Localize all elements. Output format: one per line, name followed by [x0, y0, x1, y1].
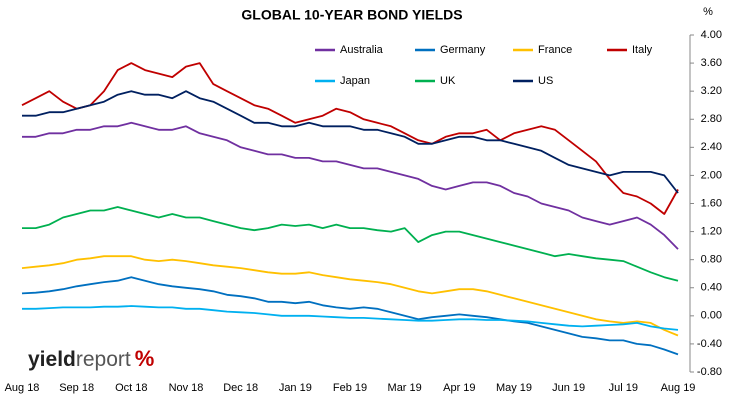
series-line — [21, 255, 679, 337]
y-tick-label: 1.20 — [701, 225, 722, 237]
series-line — [22, 121, 679, 250]
x-tick-label: May 19 — [496, 382, 532, 394]
y-tick-label: -0.80 — [697, 366, 722, 378]
y-tick-label: 1.60 — [701, 197, 722, 209]
series-line — [21, 276, 679, 356]
series-line — [22, 305, 679, 331]
y-tick-label: 2.40 — [701, 141, 722, 153]
series-line — [22, 90, 679, 194]
legend-label: Australia — [340, 44, 384, 56]
x-tick-label: Nov 18 — [169, 382, 204, 394]
series-line — [22, 206, 679, 282]
y-tick-label: 4.00 — [701, 29, 722, 41]
logo-part: yield — [28, 348, 76, 371]
x-tick-label: Jan 19 — [279, 382, 312, 394]
x-tick-label: Oct 18 — [115, 382, 147, 394]
y-tick-label: 2.80 — [701, 113, 722, 125]
legend-label: Germany — [440, 44, 486, 56]
y-tick-label: 0.40 — [701, 282, 722, 294]
x-tick-label: Mar 19 — [388, 382, 422, 394]
x-tick-label: Sep 18 — [59, 382, 94, 394]
series-line — [21, 62, 679, 215]
legend-label: France — [538, 44, 572, 56]
y-tick-label: -0.40 — [697, 338, 722, 350]
legend-label: Japan — [340, 75, 370, 87]
watermark: yieldreport% — [28, 346, 154, 371]
y-tick-label: 0.80 — [701, 254, 722, 266]
logo-part: report — [76, 348, 131, 371]
x-tick-label: Aug 18 — [5, 382, 40, 394]
x-tick-label: Apr 19 — [443, 382, 475, 394]
x-tick-label: Jun 19 — [552, 382, 585, 394]
legend-label: US — [538, 75, 553, 87]
y-unit: % — [703, 6, 713, 18]
y-tick-label: 2.00 — [701, 169, 722, 181]
y-tick-label: 0.00 — [701, 310, 722, 322]
x-tick-label: Jul 19 — [609, 382, 638, 394]
y-tick-label: 3.20 — [701, 85, 722, 97]
logo-symbol: % — [135, 346, 155, 371]
legend-label: Italy — [632, 44, 653, 56]
x-tick-label: Aug 19 — [661, 382, 696, 394]
x-tick-label: Feb 19 — [333, 382, 367, 394]
chart-title: GLOBAL 10-YEAR BOND YIELDS — [241, 7, 462, 23]
x-tick-label: Dec 18 — [223, 382, 258, 394]
legend-label: UK — [440, 75, 456, 87]
y-tick-label: 3.60 — [701, 57, 722, 69]
